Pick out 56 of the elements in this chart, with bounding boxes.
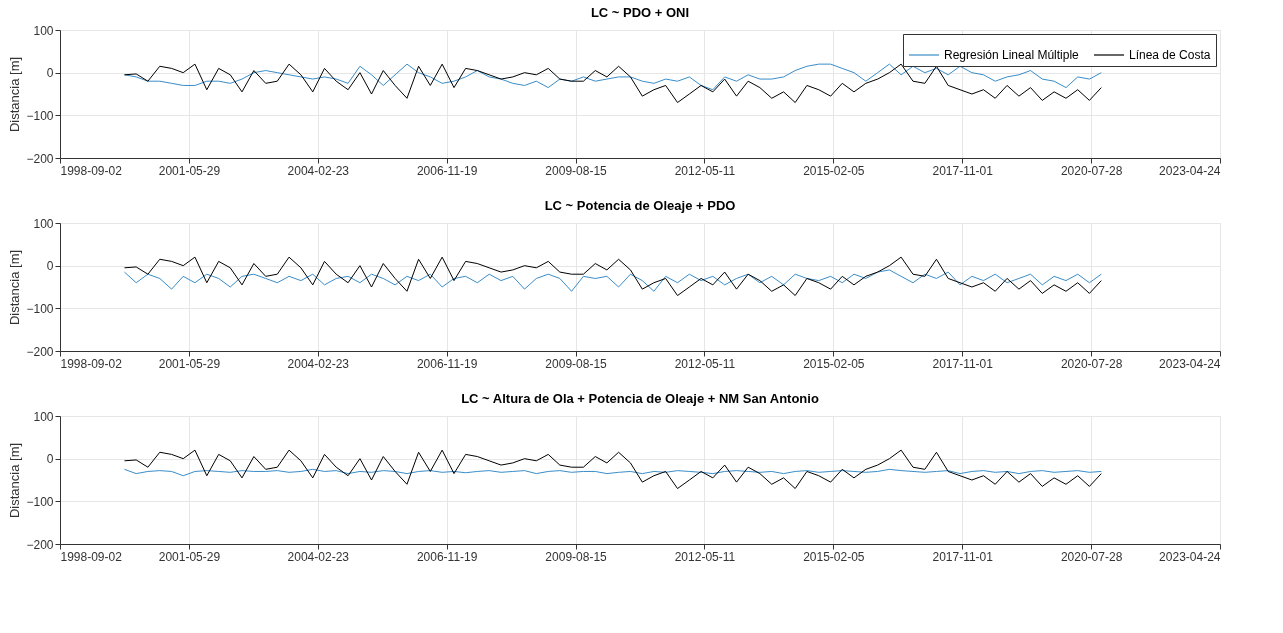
line-series [123,63,1102,104]
x-tick-label: 2015-02-05 [803,356,865,371]
y-tick-label: 100 [33,216,54,231]
x-tick-label: 2023-04-24 [1159,163,1221,178]
y-tick-label: −100 [26,108,54,123]
x-tick-label: 2004-02-23 [287,356,350,371]
x-tick-label: 2017-11-01 [932,549,994,564]
chart-title: LC ~ PDO + ONI [590,5,690,20]
x-tick-label: 2001-05-29 [158,356,221,371]
legend-label: Regresión Lineal Múltiple [944,48,1080,62]
y-tick-label: −200 [26,344,54,359]
x-tick-label: 2017-11-01 [932,163,994,178]
y-tick-label: −200 [26,537,54,552]
line-series [123,468,1102,477]
y-tick-label: 0 [46,259,54,274]
y-tick-label: 100 [33,409,54,424]
chart-title: LC ~ Potencia de Oleaje + PDO [544,198,736,213]
y-tick-label: −200 [26,151,54,166]
x-tick-label: 2006-11-19 [416,549,478,564]
x-tick-label: 2015-02-05 [803,549,865,564]
line-series [123,63,1102,91]
legend-label: Línea de Costa [1129,48,1211,62]
x-tick-label: 2012-05-11 [674,356,736,371]
y-axis-title: Distancia [m] [7,249,23,326]
line-series [123,269,1102,292]
y-axis-title: Distancia [m] [7,442,23,519]
x-tick-label: 2004-02-23 [287,549,350,564]
x-tick-label: 2004-02-23 [287,163,350,178]
x-tick-label: 2009-08-15 [545,163,608,178]
x-tick-label: 2001-05-29 [158,163,221,178]
y-tick-label: −100 [26,301,54,316]
x-tick-label: 2023-04-24 [1159,356,1221,371]
y-tick-label: −100 [26,494,54,509]
x-tick-label: 2023-04-24 [1159,549,1221,564]
x-tick-label: 2020-07-28 [1060,163,1123,178]
y-tick-label: 0 [46,452,54,467]
x-tick-label: 1998-09-02 [60,549,123,564]
x-tick-label: 1998-09-02 [60,356,123,371]
y-tick-label: 0 [46,66,54,81]
x-tick-label: 2020-07-28 [1060,549,1123,564]
x-tick-label: 2017-11-01 [932,356,994,371]
x-tick-label: 2009-08-15 [545,549,608,564]
y-axis-title: Distancia [m] [7,56,23,133]
x-tick-label: 2012-05-11 [674,549,736,564]
x-tick-label: 1998-09-02 [60,163,123,178]
y-tick-label: 100 [33,23,54,38]
x-tick-label: 2015-02-05 [803,163,865,178]
line-series [123,449,1102,490]
x-tick-label: 2012-05-11 [674,163,736,178]
x-tick-label: 2006-11-19 [416,163,478,178]
line-series [123,256,1102,297]
x-tick-label: 2009-08-15 [545,356,608,371]
chart-title: LC ~ Altura de Ola + Potencia de Oleaje + NM San Antonio [461,391,819,406]
x-tick-label: 2006-11-19 [416,356,478,371]
x-tick-label: 2020-07-28 [1060,356,1123,371]
x-tick-label: 2001-05-29 [158,549,221,564]
